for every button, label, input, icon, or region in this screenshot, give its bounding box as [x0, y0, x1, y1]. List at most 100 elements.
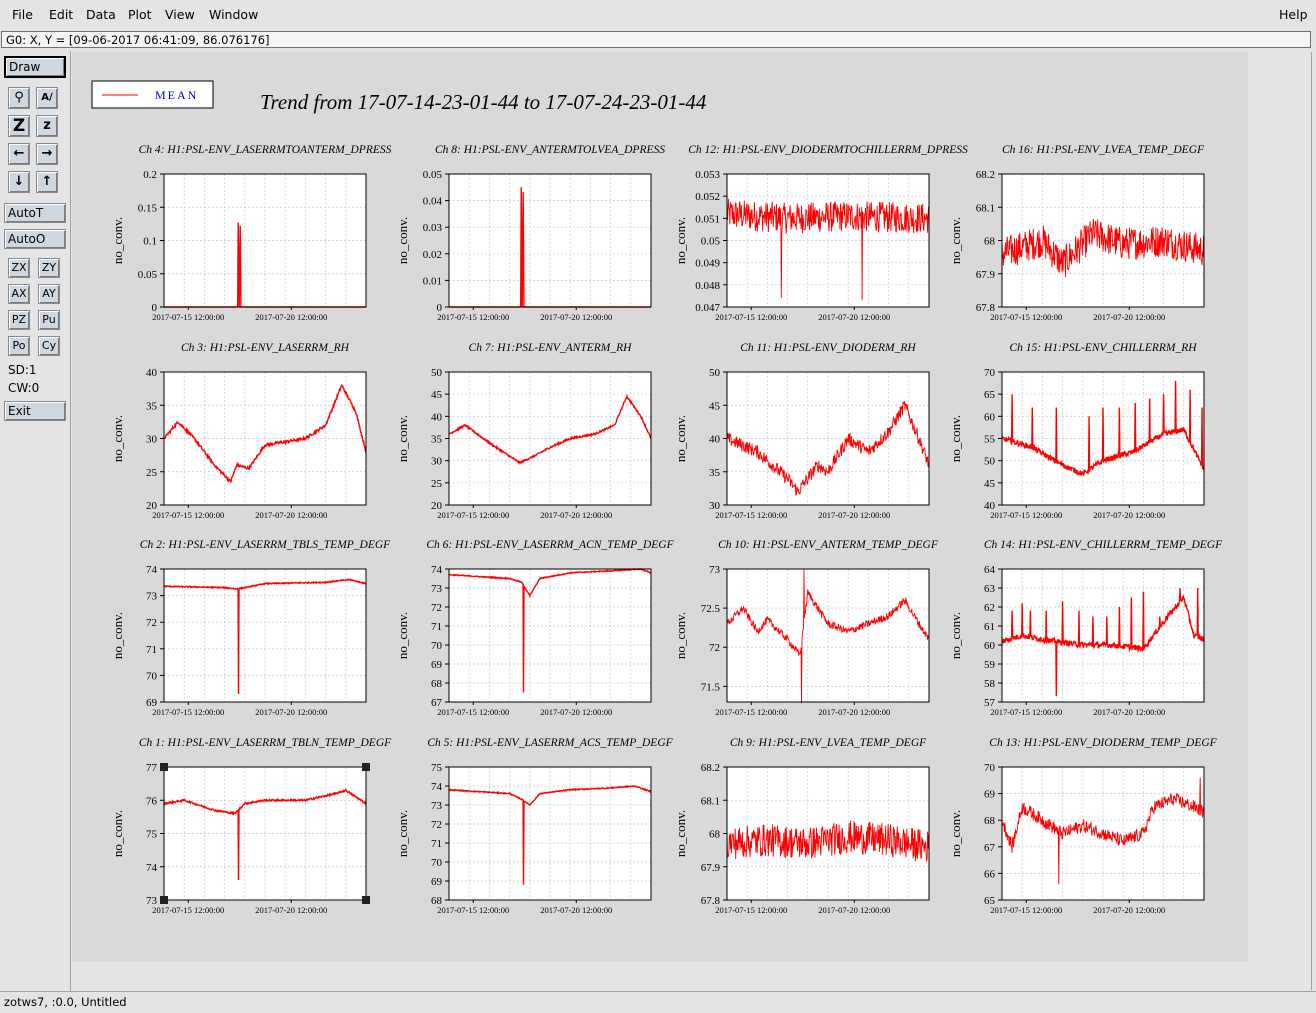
x-tick-label: 2017-07-15 12:00:00 — [715, 707, 787, 717]
series-line-mean — [163, 788, 367, 881]
x-tick-label: 2017-07-20 12:00:00 — [540, 312, 612, 322]
menu-edit[interactable]: Edit — [49, 7, 74, 22]
menu-plot[interactable]: Plot — [128, 7, 152, 22]
y-tick-label: 30 — [709, 500, 721, 512]
chart-panel: Ch 16: H1:PSL-ENV_LVEA_TEMP_DEGF 67.8 67.9… — [948, 144, 1205, 322]
y-tick-label: 59 — [984, 659, 996, 671]
figure-title: Trend from 17-07-14-23-01-44 to 17-07-24… — [260, 90, 707, 114]
x-tick-label: 2017-07-20 12:00:00 — [818, 905, 890, 915]
zoom-in-z-icon[interactable]: Z — [8, 115, 30, 137]
selection-handle[interactable] — [160, 763, 168, 771]
zx-button[interactable]: ZX — [8, 258, 30, 278]
y-tick-label: 71.5 — [701, 681, 721, 693]
y-tick-label: 68.2 — [976, 169, 995, 181]
plot-frame — [726, 371, 930, 506]
chart-panel: Ch 9: H1:PSL-ENV_LVEA_TEMP_DEGF 67.8 67.9 6… — [673, 737, 930, 915]
chart-title: Ch 5: H1:PSL-ENV_LASERRM_ACS_TEMP_DEGF — [427, 737, 673, 749]
trend-plots-svg[interactable]: MEAN Trend from 17-07-14-23-01-44 to 17-… — [72, 52, 1248, 962]
plot-background — [1002, 569, 1204, 702]
y-tick-label: 35 — [709, 467, 721, 479]
y-tick-label: 67.9 — [976, 269, 996, 281]
menu-window[interactable]: Window — [209, 7, 259, 22]
y-tick-label: 0.05 — [701, 236, 721, 248]
zy-button[interactable]: ZY — [38, 258, 60, 278]
x-tick-label: 2017-07-20 12:00:00 — [1093, 905, 1165, 915]
y-tick-label: 75 — [146, 829, 158, 841]
chart-title: Ch 10: H1:PSL-ENV_ANTERM_TEMP_DEGF — [718, 539, 939, 551]
plot-canvas[interactable]: MEAN Trend from 17-07-14-23-01-44 to 17-… — [72, 52, 1248, 962]
selection-handle[interactable] — [362, 763, 370, 771]
magnifier-icon[interactable]: ⚲ — [8, 87, 30, 109]
zoom-out-z-icon[interactable]: z — [36, 115, 58, 137]
autot-button[interactable]: AutoT — [4, 203, 66, 223]
y-tick-label: 30 — [431, 456, 443, 468]
menu-data[interactable]: Data — [86, 7, 116, 22]
y-tick-label: 20 — [146, 500, 158, 512]
left-toolbar: Draw ⚲ A∕ Z z ← → ↓ ↑ AutoT AutoO ZX ZY … — [0, 51, 71, 991]
ay-button[interactable]: AY — [38, 284, 60, 304]
y-tick-label: 67 — [984, 842, 996, 854]
series-line-mean — [726, 401, 930, 496]
y-tick-label: 74 — [431, 564, 443, 576]
pz-button[interactable]: PZ — [8, 310, 30, 330]
cy-button[interactable]: Cy — [38, 336, 60, 356]
chart-title: Ch 16: H1:PSL-ENV_LVEA_TEMP_DEGF — [1002, 144, 1205, 156]
plot-frame — [726, 766, 930, 901]
y-tick-label: 67.9 — [701, 862, 721, 874]
chart-title: Ch 6: H1:PSL-ENV_LASERRM_ACN_TEMP_DEGF — [426, 539, 674, 551]
y-tick-label: 0.053 — [695, 169, 720, 181]
arrow-up-icon[interactable]: ↑ — [36, 171, 58, 193]
y-tick-label: 64 — [984, 564, 996, 576]
y-tick-label: 0.05 — [423, 169, 443, 181]
chart-title: Ch 14: H1:PSL-ENV_CHILLERRM_TEMP_DEGF — [984, 539, 1223, 551]
x-tick-label: 2017-07-15 12:00:00 — [152, 707, 224, 717]
x-tick-label: 2017-07-20 12:00:00 — [818, 707, 890, 717]
selection-handle[interactable] — [362, 896, 370, 904]
menu-file[interactable]: File — [12, 7, 33, 22]
chart-panel: Ch 5: H1:PSL-ENV_LASERRM_ACS_TEMP_DEGF 68… — [395, 737, 674, 915]
y-tick-label: 67 — [431, 697, 443, 709]
exit-button[interactable]: Exit — [4, 401, 66, 421]
y-tick-label: 0.02 — [423, 249, 442, 261]
chart-title: Ch 12: H1:PSL-ENV_DIODERMTOCHILLERRM_DPR… — [688, 144, 968, 156]
y-tick-label: 0.1 — [143, 236, 157, 248]
arrow-down-icon[interactable]: ↓ — [8, 171, 30, 193]
pu-button[interactable]: Pu — [38, 310, 60, 330]
right-scroll-pane — [1249, 52, 1312, 990]
arrow-right-icon[interactable]: → — [36, 143, 58, 165]
menu-help[interactable]: Help — [1279, 7, 1308, 22]
y-tick-label: 73 — [431, 583, 443, 595]
y-tick-label: 67.8 — [976, 302, 996, 314]
sd-label: SD:1 — [8, 363, 37, 377]
selection-handle[interactable] — [160, 896, 168, 904]
y-tick-label: 73 — [146, 591, 158, 603]
menu-view[interactable]: View — [165, 7, 195, 22]
y-tick-label: 57 — [984, 697, 996, 709]
x-tick-label: 2017-07-20 12:00:00 — [1093, 312, 1165, 322]
x-tick-label: 2017-07-20 12:00:00 — [1093, 707, 1165, 717]
ax-button[interactable]: AX — [8, 284, 30, 304]
y-tick-label: 70 — [146, 670, 158, 682]
y-tick-label: 72 — [431, 602, 442, 614]
plot-background — [449, 174, 651, 307]
y-tick-label: 45 — [709, 400, 721, 412]
arrow-left-icon[interactable]: ← — [8, 143, 30, 165]
series-line-mean — [726, 820, 930, 862]
x-tick-label: 2017-07-20 12:00:00 — [540, 510, 612, 520]
y-tick-label: 71 — [146, 644, 157, 656]
y-tick-label: 69 — [984, 789, 996, 801]
po-button[interactable]: Po — [8, 336, 30, 356]
y-tick-label: 0.03 — [423, 222, 443, 234]
y-tick-label: 0.047 — [695, 302, 720, 314]
y-axis-label: no_conv. — [395, 810, 410, 857]
x-tick-label: 2017-07-15 12:00:00 — [990, 905, 1062, 915]
y-tick-label: 70 — [431, 640, 443, 652]
y-tick-label: 72 — [431, 819, 442, 831]
draw-button[interactable]: Draw — [4, 56, 66, 78]
y-tick-label: 58 — [984, 678, 996, 690]
y-tick-label: 65 — [984, 895, 996, 907]
y-tick-label: 61 — [984, 621, 995, 633]
autoo-button[interactable]: AutoO — [4, 229, 66, 249]
text-size-icon[interactable]: A∕ — [36, 87, 58, 109]
x-tick-label: 2017-07-15 12:00:00 — [990, 707, 1062, 717]
